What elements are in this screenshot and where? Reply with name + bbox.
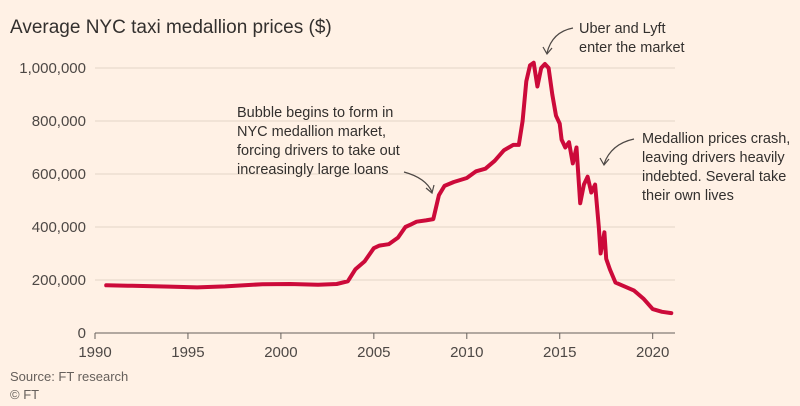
series-line xyxy=(104,60,674,316)
annotation-bubble-arrow xyxy=(403,171,433,193)
annotation-bubble: Bubble begins to form in NYC medallion m… xyxy=(237,105,435,195)
chart-title: Average NYC taxi medallion prices ($) xyxy=(10,17,332,38)
y-tick-label: 800,000 xyxy=(32,113,86,130)
annotation-uber-arrowhead xyxy=(542,46,553,56)
annotation-crash: Medallion prices crash, leaving drivers … xyxy=(599,131,790,204)
y-tick-label: 1,000,000 xyxy=(19,60,86,77)
y-tick-label: 200,000 xyxy=(32,272,86,289)
x-tick-label: 1990 xyxy=(78,344,111,361)
annotation-crash-arrowhead xyxy=(599,157,610,167)
copyright-note: © FT xyxy=(10,387,39,402)
annotation-bubble-line-4: increasingly large loans xyxy=(237,162,389,178)
x-tick-label: 2000 xyxy=(264,344,297,361)
y-tick-label: 0 xyxy=(78,325,86,342)
annotation-crash-arrow xyxy=(603,138,635,165)
annotation-crash-line-1: Medallion prices crash, xyxy=(642,131,790,147)
gridlines xyxy=(95,67,675,334)
x-tick-label: 2020 xyxy=(636,344,669,361)
annotation-uber-lyft: Uber and Lyft enter the market xyxy=(542,21,685,56)
annotation-uber-line-1: Uber and Lyft xyxy=(579,21,666,37)
y-axis-ticks: 0 200,000 400,000 600,000 800,000 1,000,000 xyxy=(19,60,86,342)
annotation-uber-line-2: enter the market xyxy=(579,40,685,56)
x-axis-ticks: 1990 1995 2000 2005 2010 2015 2020 xyxy=(78,333,669,361)
x-tick-label: 2005 xyxy=(357,344,390,361)
source-note: Source: FT research xyxy=(10,369,128,384)
y-tick-label: 600,000 xyxy=(32,166,86,183)
series-layer xyxy=(104,60,674,316)
annotation-crash-line-3: indebted. Several take xyxy=(642,169,786,185)
annotation-bubble-arrowhead xyxy=(425,184,435,195)
annotation-bubble-line-3: forcing drivers to take out xyxy=(237,143,400,159)
x-tick-label: 2010 xyxy=(450,344,483,361)
annotation-crash-line-4: their own lives xyxy=(642,188,734,204)
x-tick-label: 1995 xyxy=(171,344,204,361)
annotation-crash-line-2: leaving drivers heavily xyxy=(642,150,785,166)
x-tick-label: 2015 xyxy=(543,344,576,361)
annotation-uber-arrow xyxy=(546,27,574,54)
annotation-bubble-line-1: Bubble begins to form in xyxy=(237,105,393,121)
y-tick-label: 400,000 xyxy=(32,219,86,236)
annotation-bubble-line-2: NYC medallion market, xyxy=(237,124,386,140)
